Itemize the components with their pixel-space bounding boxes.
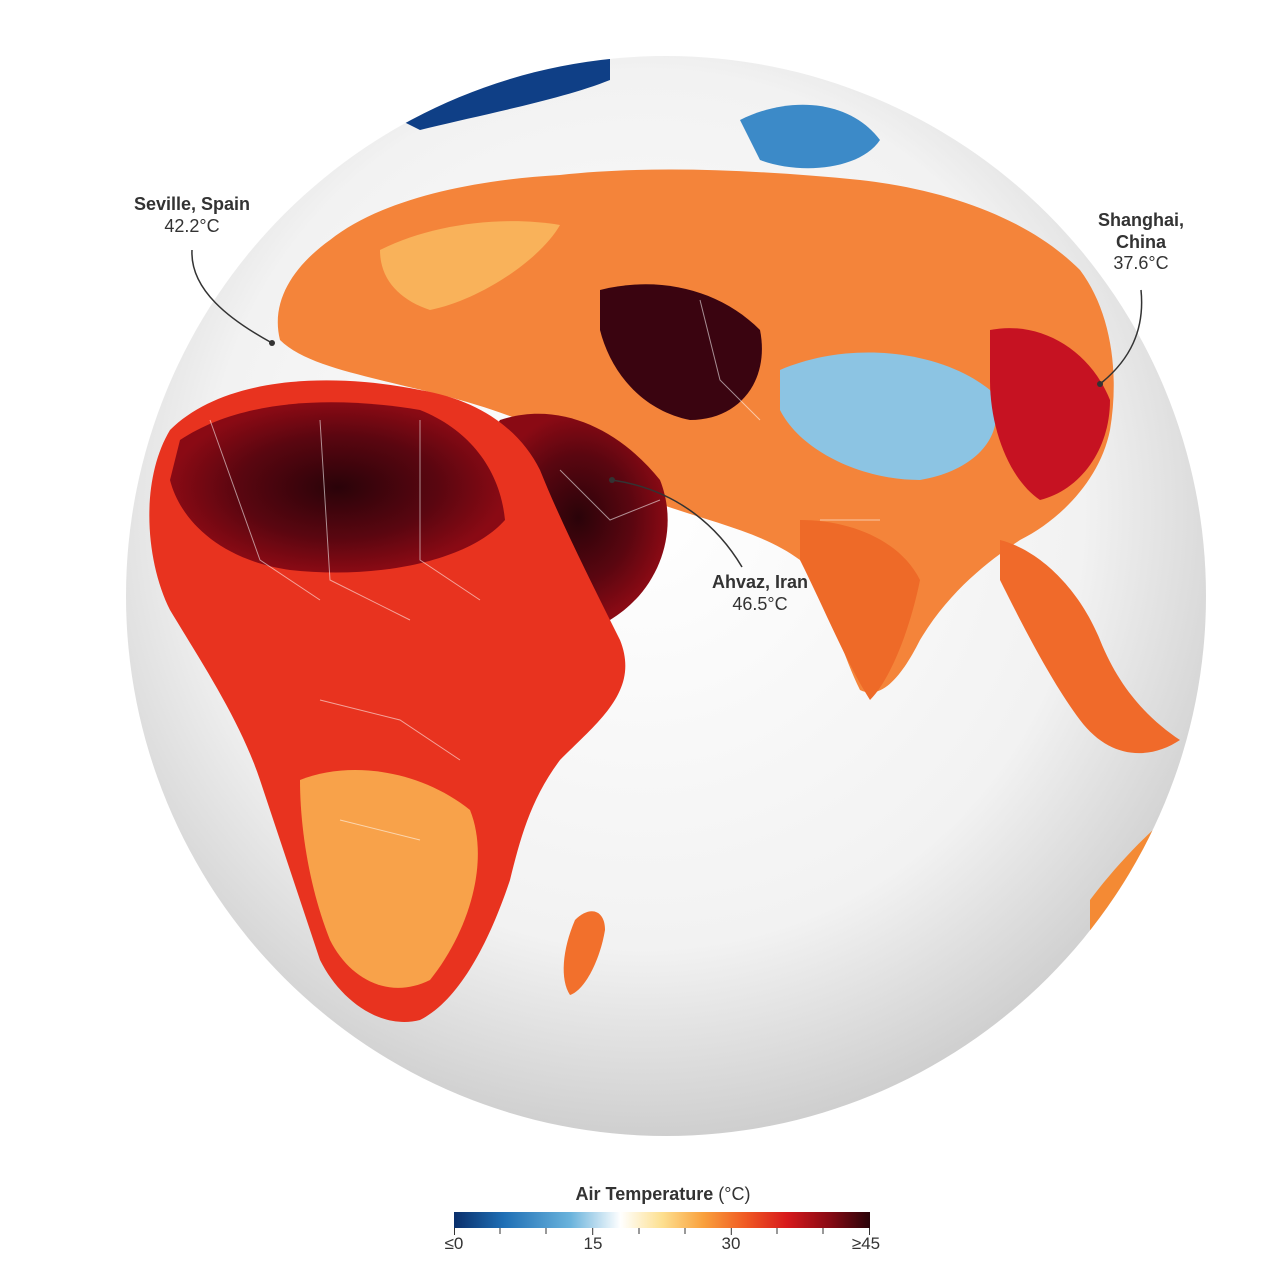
temperature-legend: Air Temperature (°C) ≤0 15 30 ≥45 [444,1180,881,1260]
ahvaz-temp: 46.5°C [732,593,788,614]
shanghai-name: Shanghai, China [1097,210,1184,252]
east-asia-hot-region [990,328,1110,500]
ahvaz-marker [609,477,615,483]
legend-tick-45: ≥45 [851,1234,881,1253]
shanghai-temp: 37.6°C [1113,253,1169,274]
europe-warm-region [380,221,560,310]
legend-color-bar [454,1212,870,1228]
shanghai-marker [1097,381,1103,387]
legend-title: Air Temperature (°C) [448,1184,878,1205]
central-asia-hot-region [600,284,762,420]
arctic-cold-region [400,56,610,130]
southern-africa-warm-region [300,770,478,988]
legend-tick-15: 15 [583,1234,603,1253]
tibet-cold-region [780,352,997,480]
north-asia-cold-region [740,104,880,169]
legend-title-label: Air Temperature [575,1184,714,1204]
madagascar-region [563,911,605,995]
legend-tick-0: ≤0 [444,1234,464,1253]
legend-ticks [454,1228,870,1235]
shanghai-leader-line [1099,289,1143,385]
southeast-asia-region [1000,540,1180,754]
ahvaz-callout: Ahvaz, Iran 46.5°C [680,572,840,615]
legend-tick-30: 30 [721,1234,741,1253]
country-borders [209,299,880,841]
seville-temp: 42.2°C [164,215,220,236]
ahvaz-name: Ahvaz, Iran [711,572,809,592]
legend-title-unit: (°C) [713,1184,751,1204]
sahara-hot-region [170,402,505,573]
ahvaz-leader-line [611,479,743,568]
seville-callout: Seville, Spain 42.2°C [112,194,272,237]
india-region [800,520,920,700]
seville-marker [269,340,275,346]
seville-leader-line [191,249,273,344]
seville-name: Seville, Spain [133,194,251,214]
shanghai-callout: Shanghai, China 37.6°C [1086,210,1196,275]
